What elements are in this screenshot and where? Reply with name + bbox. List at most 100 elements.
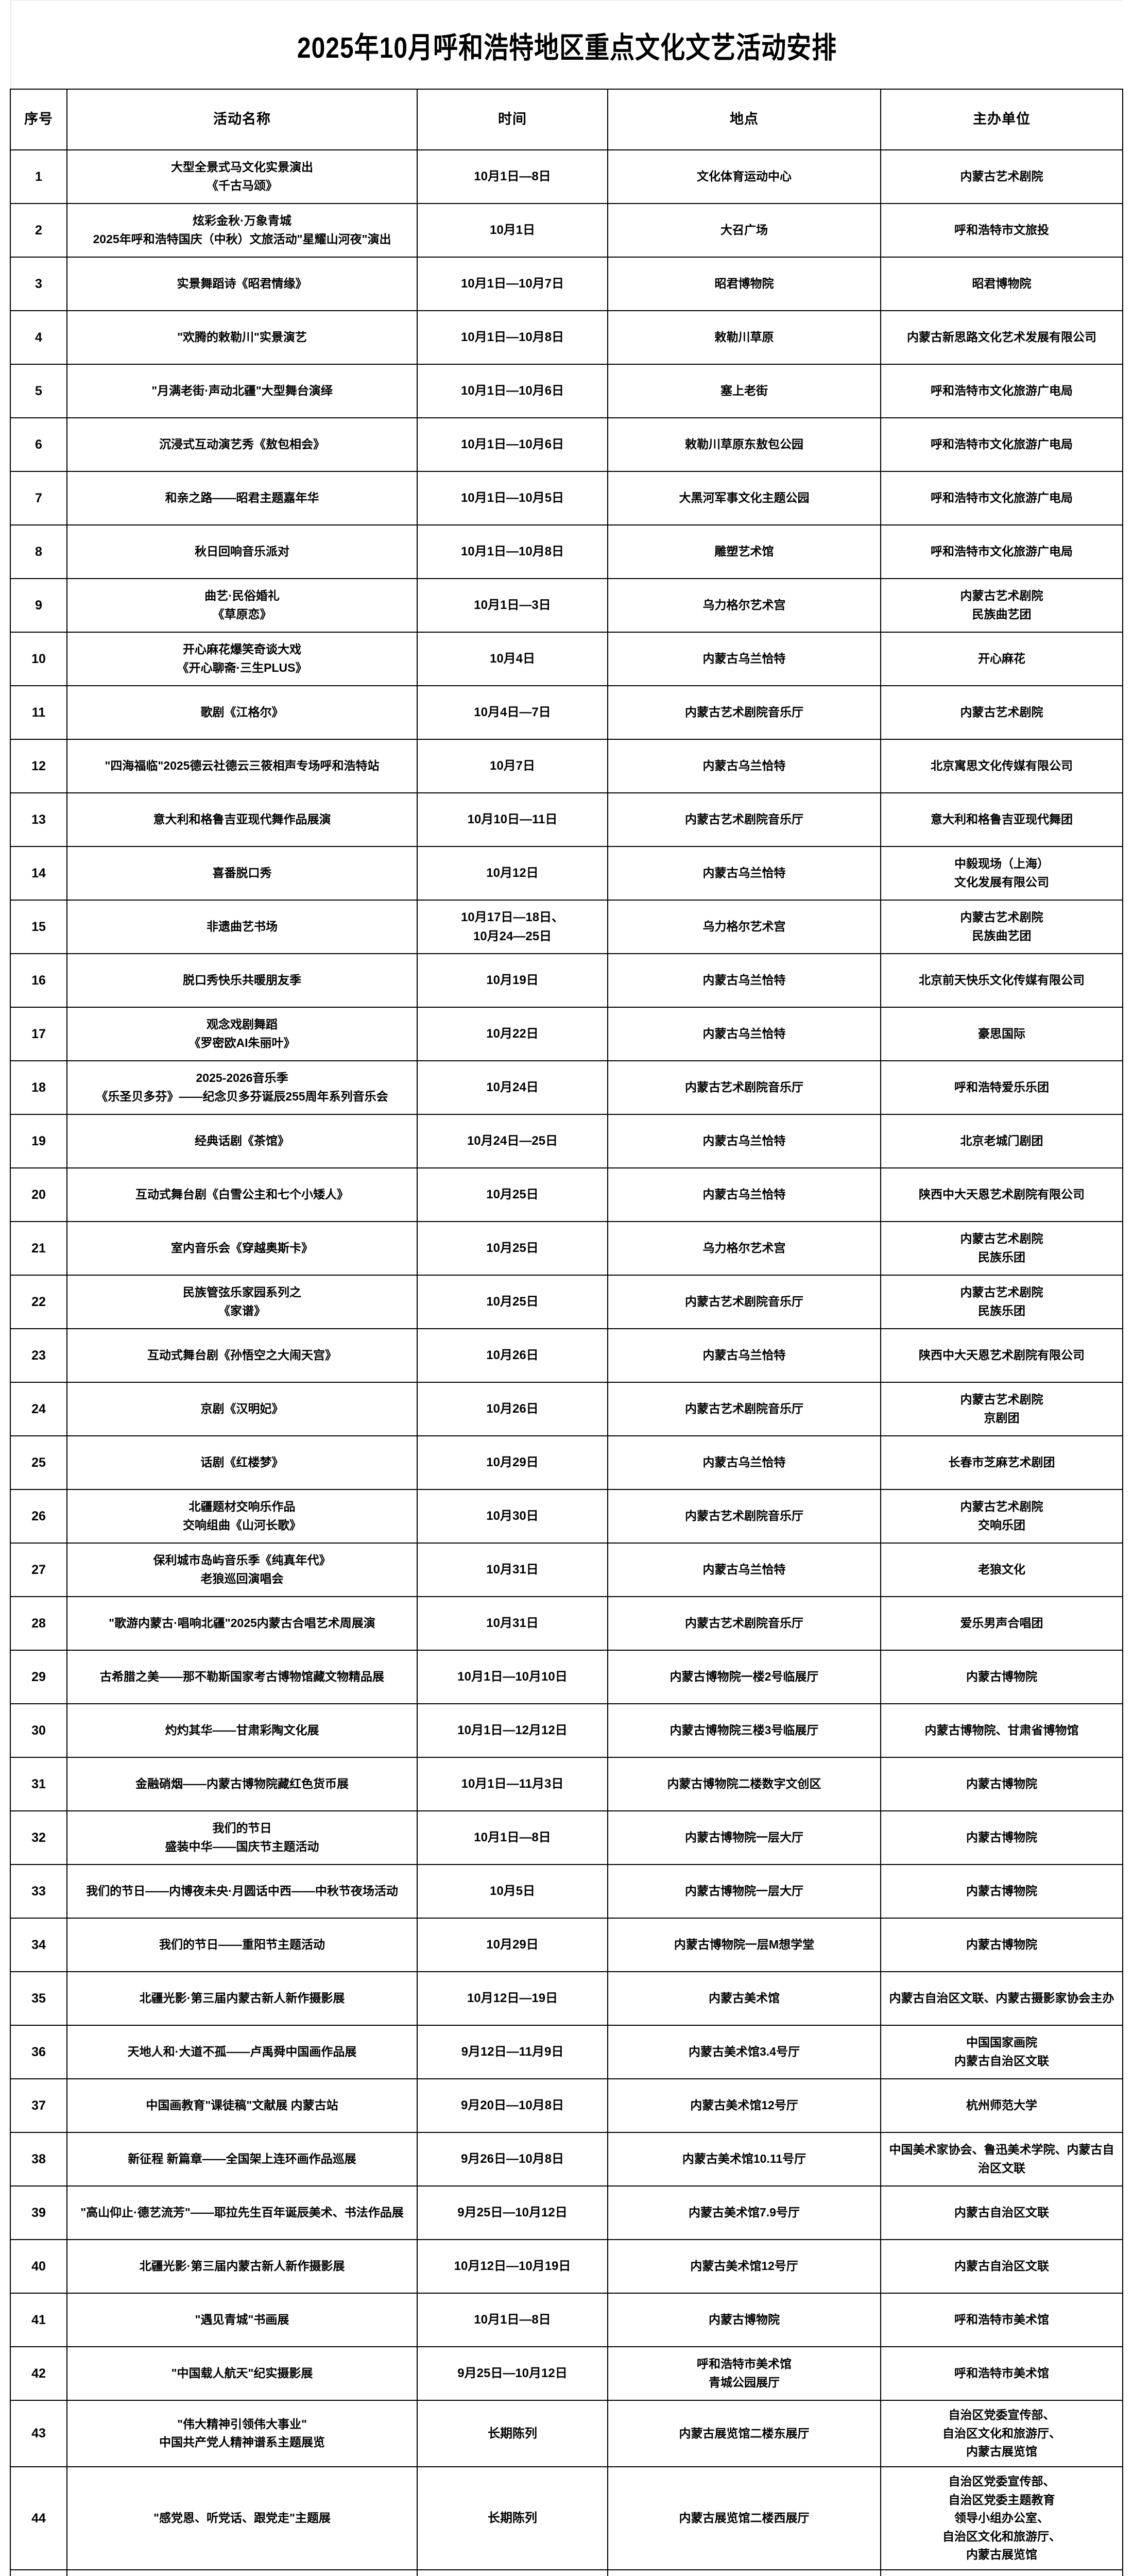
row-index-cell-text: 21 bbox=[31, 1241, 46, 1256]
row-index-cell-text: 40 bbox=[31, 2259, 46, 2274]
activity-time-cell: 10月1日—10月8日 bbox=[417, 524, 608, 579]
table-row: 4 "欢腾的敕勒川"实景演艺 10月1日—10月8日 敕勒川草原 内蒙古新思路文化艺术发… bbox=[10, 310, 1123, 365]
activity-place-cell: 内蒙古博物院二楼数字文创区 bbox=[607, 1757, 881, 1811]
activity-organizer-cell: 北京寓思文化传媒有限公司 bbox=[880, 739, 1123, 793]
activity-time-cell: 长期陈列 bbox=[417, 2569, 608, 2576]
activity-time-cell: 10月22日 bbox=[417, 1007, 608, 1061]
row-index-cell-text: 5 bbox=[35, 383, 42, 398]
activity-time-cell-text: 10月1日—10月10日 bbox=[457, 1670, 568, 1684]
activity-time-cell-text: 10月24日—25日 bbox=[467, 1134, 558, 1148]
activity-organizer-cell: 内蒙古艺术剧院 民族曲艺团 bbox=[880, 900, 1123, 954]
activity-place-cell: 内蒙古乌兰恰特 bbox=[607, 846, 881, 901]
activity-organizer-cell: 北京老城门剧团 bbox=[880, 1114, 1123, 1168]
activity-place-cell: 内蒙古艺术剧院音乐厅 bbox=[607, 1489, 881, 1544]
activity-place-cell: 内蒙古博物院一层大厅 bbox=[607, 1864, 881, 1919]
activity-place-cell-text: 雕塑艺术馆 bbox=[714, 545, 774, 558]
activity-name-cell-text: 北疆光影·第三届内蒙古新人新作摄影展 bbox=[139, 1991, 345, 2005]
row-index-cell-text: 1 bbox=[35, 169, 42, 184]
table-row: 22 民族管弦乐家园系列之 《家谱》 10月25日 内蒙古艺术剧院音乐厅 内蒙古艺术剧院… bbox=[10, 1275, 1123, 1329]
column-header-place: 地点 bbox=[607, 89, 881, 150]
row-index-cell: 38 bbox=[10, 2132, 67, 2187]
activity-name-cell-text: 金融硝烟——内蒙古博物院藏红色货币展 bbox=[135, 1777, 349, 1791]
row-index-cell-text: 19 bbox=[31, 1133, 46, 1148]
row-index-cell-text: 33 bbox=[31, 1884, 46, 1899]
row-index-cell: 29 bbox=[10, 1650, 67, 1704]
row-index-cell: 33 bbox=[10, 1864, 67, 1919]
row-index-cell-text: 32 bbox=[31, 1830, 46, 1845]
activity-time-cell: 10月1日—10月5日 bbox=[417, 471, 608, 526]
activity-time-cell-text: 9月20日—10月8日 bbox=[460, 2098, 564, 2113]
activity-time-cell: 10月7日 bbox=[417, 739, 608, 793]
table-row: 40 北疆光影·第三届内蒙古新人新作摄影展 10月12日—10月19日 内蒙古美术馆1… bbox=[10, 2239, 1123, 2294]
activity-time-cell: 10月1日 bbox=[417, 203, 608, 258]
activity-place-cell: 内蒙古美术馆12号厅 bbox=[607, 2239, 881, 2294]
activity-time-cell-text: 10月1日—12月12日 bbox=[457, 1723, 568, 1738]
activity-organizer-cell: 内蒙古博物院 bbox=[880, 1810, 1123, 1865]
activity-place-cell-text: 内蒙古乌兰恰特 bbox=[702, 1188, 786, 1201]
activity-name-cell-text: 北疆题材交响乐作品 交响组曲《山河长歌》 bbox=[183, 1500, 301, 1532]
activity-name-cell: 古希腊之美——那不勒斯国家考古博物馆藏文物精品展 bbox=[66, 1650, 418, 1704]
activity-name-cell: 我们的节日 盛装中华——国庆节主题活动 bbox=[66, 1810, 418, 1865]
activity-time-cell-text: 10月1日—10月6日 bbox=[460, 437, 564, 452]
activity-organizer-cell-text: 内蒙古艺术剧院 京剧团 bbox=[960, 1393, 1043, 1425]
row-index-cell-text: 24 bbox=[31, 1401, 46, 1416]
activity-name-cell: 北疆题材交响乐作品 交响组曲《山河长歌》 bbox=[66, 1489, 418, 1544]
activity-place-cell: 文化体育运动中心 bbox=[607, 149, 881, 204]
row-index-cell: 21 bbox=[10, 1221, 67, 1276]
row-index-cell: 26 bbox=[10, 1489, 67, 1544]
row-index-cell: 39 bbox=[10, 2185, 67, 2240]
row-index-cell-text: 2 bbox=[35, 223, 42, 238]
activity-organizer-cell-text: 长春市芝麻艺术剧团 bbox=[948, 1455, 1055, 1469]
activity-name-cell-text: 炫彩金秋·万象青城 2025年呼和浩特国庆（中秋）文旅活动"星耀山河夜"演出 bbox=[93, 214, 391, 246]
activity-place-cell-text: 内蒙古博物院一层大厅 bbox=[685, 1831, 803, 1844]
activity-place-cell-text: 呼和浩特市美术馆 青城公园展厅 bbox=[697, 2357, 792, 2389]
activity-organizer-cell-text: 内蒙古博物院 bbox=[966, 1777, 1037, 1791]
activity-time-cell-text: 长期陈列 bbox=[488, 2511, 537, 2526]
activity-organizer-cell-text: 中国美术家协会、鲁迅美术学院、内蒙古自治区文联 bbox=[889, 2143, 1114, 2175]
column-header-name: 活动名称 bbox=[66, 89, 418, 150]
activity-time-cell: 10月30日 bbox=[417, 1489, 608, 1544]
activity-time-cell: 10月24日—25日 bbox=[417, 1114, 608, 1168]
table-row: 41 "遇见青城"书画展 10月1日—8日 内蒙古博物院 呼和浩特市美术馆 bbox=[10, 2293, 1123, 2347]
row-index-cell: 7 bbox=[10, 471, 67, 526]
row-index-cell: 14 bbox=[10, 846, 67, 901]
row-index-cell: 10 bbox=[10, 632, 67, 686]
activity-organizer-cell-text: 北京老城门剧团 bbox=[960, 1134, 1043, 1148]
activity-name-cell-text: "高山仰止·德艺流芳"——耶拉先生百年诞辰美术、书法作品展 bbox=[80, 2206, 404, 2219]
activity-place-cell-text: 内蒙古乌兰恰特 bbox=[702, 1348, 786, 1362]
row-index-cell-text: 12 bbox=[31, 758, 46, 773]
activity-organizer-cell: 内蒙古艺术剧院 民族曲艺团 bbox=[880, 578, 1123, 633]
activity-name-cell-text: "四海福临"2025德云社德云三筱相声专场呼和浩特站 bbox=[105, 759, 380, 773]
activity-name-cell: 我们的节日——重阳节主题活动 bbox=[66, 1918, 418, 1972]
table-row: 27 保利城市岛屿音乐季《纯真年代》 老狼巡回演唱会 10月31日 内蒙古乌兰恰特 老狼… bbox=[10, 1543, 1123, 1597]
activity-name-cell-text: "月满老街·声动北疆"大型舞台演绎 bbox=[151, 384, 333, 398]
activity-organizer-cell: 内蒙古艺术剧院 bbox=[880, 149, 1123, 204]
activity-organizer-cell: 呼和浩特市文化旅游广电局 bbox=[880, 471, 1123, 526]
activity-time-cell: 10月1日—11月3日 bbox=[417, 1757, 608, 1811]
activity-name-cell: 曲艺·民俗婚礼 《草原恋》 bbox=[66, 578, 418, 633]
row-index-cell-text: 22 bbox=[31, 1294, 46, 1309]
row-index-cell-text: 15 bbox=[31, 919, 46, 934]
table-row: 33 我们的节日——内博夜未央·月圆话中西——中秋节夜场活动 10月5日 内蒙古博物院… bbox=[10, 1864, 1123, 1919]
activity-place-cell: 内蒙古美术馆 bbox=[607, 1971, 881, 2026]
activity-organizer-cell-text: 内蒙古博物院、甘肃省博物馆 bbox=[924, 1723, 1079, 1737]
table-row: 32 我们的节日 盛装中华——国庆节主题活动 10月1日—8日 内蒙古博物院一层大厅 内… bbox=[10, 1810, 1123, 1865]
activity-place-cell: 内蒙古展览馆二楼东展厅 bbox=[607, 2400, 881, 2467]
activity-name-cell-text: 我们的节日——内博夜未央·月圆话中西——中秋节夜场活动 bbox=[86, 1884, 398, 1898]
activity-name-cell-text: 保利城市岛屿音乐季《纯真年代》 老狼巡回演唱会 bbox=[153, 1553, 331, 1585]
activity-organizer-cell-text: 内蒙古艺术剧院 民族曲艺团 bbox=[960, 910, 1043, 942]
activity-place-cell: 内蒙古艺术剧院音乐厅 bbox=[607, 1275, 881, 1329]
row-index-cell-text: 11 bbox=[31, 705, 46, 720]
activity-place-cell: 雕塑艺术馆 bbox=[607, 524, 881, 579]
activity-name-cell: 室内音乐会《穿越奥斯卡》 bbox=[66, 1221, 418, 1276]
activity-time-cell: 10月31日 bbox=[417, 1596, 608, 1651]
table-row: 1 大型全景式马文化实景演出 《千古马颂》 10月1日—8日 文化体育运动中心 内蒙古艺… bbox=[10, 149, 1123, 204]
activity-place-cell-text: 内蒙古乌兰恰特 bbox=[702, 1134, 786, 1148]
activity-place-cell: 内蒙古乌兰恰特 bbox=[607, 739, 881, 793]
activity-organizer-cell: 内蒙古新思路文化艺术发展有限公司 bbox=[880, 310, 1123, 365]
activity-place-cell: 乌力格尔艺术宫 bbox=[607, 1221, 881, 1276]
activity-organizer-cell: 北京前天快乐文化传媒有限公司 bbox=[880, 953, 1123, 1008]
activity-name-cell: 脱口秀快乐共暖朋友季 bbox=[66, 953, 418, 1008]
activity-place-cell: 内蒙古乌兰恰特 bbox=[607, 1328, 881, 1383]
